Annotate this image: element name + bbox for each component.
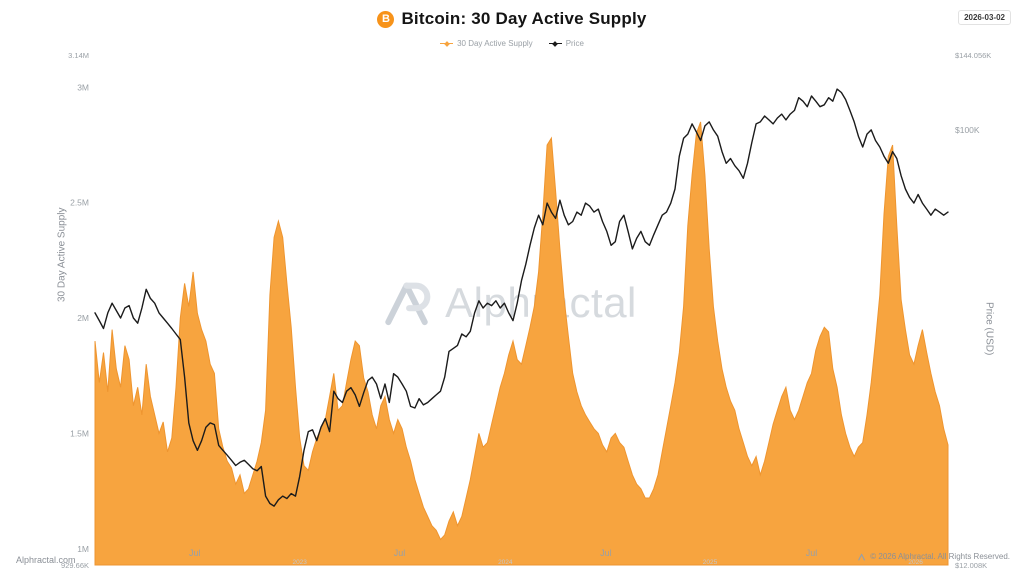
- left-axis-tick-label: 1M: [77, 544, 89, 554]
- legend-label-price: Price: [565, 39, 584, 48]
- footer-logo-icon: [858, 553, 866, 561]
- footer-copyright-text: © 2026 Alphractal. All Rights Reserved.: [870, 552, 1010, 561]
- left-axis-tick-label: 3.14M: [68, 51, 89, 60]
- x-axis-tick-label: Jul: [394, 548, 406, 558]
- supply-series-marker-icon: [440, 40, 454, 47]
- alphractal-logo-icon: [385, 282, 431, 326]
- footer-site-label: Alphractal.com: [16, 555, 76, 565]
- x-axis-year-label: 2025: [703, 559, 718, 566]
- left-axis-tick-label: 2.5M: [70, 198, 89, 208]
- x-axis-year-label: 2024: [498, 559, 513, 566]
- legend-item-price[interactable]: Price: [548, 39, 584, 48]
- right-axis-tick-label: $100K: [955, 125, 980, 135]
- x-axis-year-label: 2026: [908, 559, 923, 566]
- bitcoin-icon: B: [377, 10, 395, 28]
- left-axis-tick-label: 1.5M: [70, 428, 89, 438]
- price-line-series: [94, 88, 949, 507]
- chart-header: B Bitcoin: 30 Day Active Supply: [0, 9, 1024, 29]
- bitcoin-symbol: B: [381, 13, 390, 25]
- legend-label-supply: 30 Day Active Supply: [457, 39, 533, 48]
- x-axis-year-label: 2023: [292, 559, 307, 566]
- left-axis-tick-label: 3M: [77, 82, 89, 92]
- supply-area-series: [94, 121, 949, 566]
- x-axis-tick-label: Jul: [600, 548, 612, 558]
- x-axis-tick-label: Jul: [806, 548, 818, 558]
- footer-copyright: © 2026 Alphractal. All Rights Reserved.: [858, 552, 1010, 561]
- legend: 30 Day Active Supply Price: [0, 39, 1024, 48]
- legend-item-supply[interactable]: 30 Day Active Supply: [440, 39, 533, 48]
- page-title: Bitcoin: 30 Day Active Supply: [401, 9, 647, 28]
- left-axis-tick-label: 2M: [77, 313, 89, 323]
- date-badge: 2026-03-02: [958, 10, 1011, 25]
- right-axis-tick-label: $12.008K: [955, 561, 987, 570]
- price-series-marker-icon: [548, 40, 562, 47]
- right-axis-tick-label: $144.056K: [955, 51, 991, 60]
- left-axis-tick-label: 929.66K: [61, 561, 89, 570]
- x-axis-tick-label: Jul: [189, 548, 201, 558]
